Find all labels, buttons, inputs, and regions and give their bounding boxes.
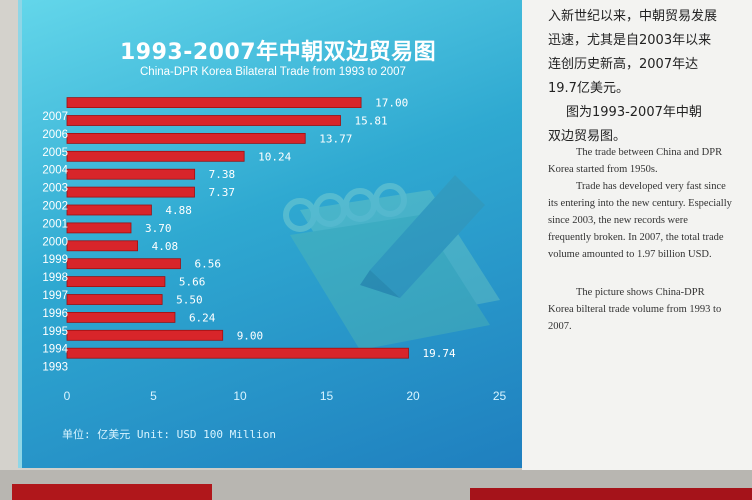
value-label-15: 19.74 xyxy=(423,347,456,360)
bar-13 xyxy=(66,311,176,323)
panel-cn-line-6: 双边贸易图。 xyxy=(548,129,627,144)
x-tick-labels: 0 5 10 15 20 25 xyxy=(64,389,507,403)
panel-cn-line-1: 入新世纪以来，中朝贸易发展 xyxy=(548,9,718,24)
value-label-7: 4.88 xyxy=(165,204,192,217)
value-label-9: 4.08 xyxy=(152,240,179,253)
panel-cn-line-4: 19.7亿美元。 xyxy=(548,81,629,96)
bar-5 xyxy=(66,168,196,180)
year-label-1996: 1996 xyxy=(42,308,68,320)
bar-7 xyxy=(66,204,152,216)
bar-6 xyxy=(66,186,195,198)
year-label-1994: 1994 xyxy=(42,344,68,356)
x-tick-5: 5 xyxy=(150,389,157,403)
year-label-1995: 1995 xyxy=(42,326,68,338)
chart-board xyxy=(22,0,522,468)
bar-15 xyxy=(66,347,409,359)
board-edge xyxy=(18,0,24,468)
bar-1 xyxy=(66,97,362,108)
panel-en-para-1: The trade between China and DPR Korea st… xyxy=(548,147,723,175)
description-panel xyxy=(522,0,752,478)
bar-8 xyxy=(66,222,132,234)
bar-4 xyxy=(66,150,245,162)
chart-title-cn: 1993-2007年中朝双边贸易图 xyxy=(120,40,437,65)
value-label-8: 3.70 xyxy=(145,222,172,235)
x-tick-25: 25 xyxy=(493,389,507,403)
panel-cn-line-5: 图为1993-2007年中朝 xyxy=(566,105,702,120)
year-label-1997: 1997 xyxy=(42,290,68,302)
panel-cn-line-3: 连创历史新高，2007年达 xyxy=(548,57,699,72)
year-label-2000: 2000 xyxy=(42,236,68,248)
value-label-10: 6.56 xyxy=(194,258,221,271)
year-label-1998: 1998 xyxy=(42,272,68,284)
x-tick-10: 10 xyxy=(233,389,247,403)
chart-title-en: China-DPR Korea Bilateral Trade from 199… xyxy=(140,66,406,78)
value-label-14: 9.00 xyxy=(237,329,264,342)
bar-2 xyxy=(66,115,341,126)
value-label-13: 6.24 xyxy=(189,311,216,324)
panel-cn-line-2: 迅速，尤其是自2003年以来 xyxy=(548,33,712,48)
value-label-6: 7.37 xyxy=(209,186,236,199)
year-label-1993: 1993 xyxy=(42,362,68,374)
bar-12 xyxy=(66,294,163,305)
x-tick-0: 0 xyxy=(64,389,71,403)
value-label-12: 5.50 xyxy=(176,294,203,307)
value-label-5: 7.38 xyxy=(209,168,236,181)
year-label-2006: 2006 xyxy=(42,129,68,141)
value-label-4: 10.24 xyxy=(258,150,291,163)
year-label-2007: 2007 xyxy=(42,111,68,123)
x-tick-15: 15 xyxy=(320,389,334,403)
value-label-3: 13.77 xyxy=(319,132,352,145)
value-label-1: 17.00 xyxy=(375,97,408,110)
bar-14 xyxy=(66,329,224,341)
unit-label: 单位: 亿美元 Unit: USD 100 Million xyxy=(62,428,276,441)
year-label-2004: 2004 xyxy=(42,165,68,177)
bar-3 xyxy=(66,132,306,144)
panel-en-para-3: The picture shows China-DPR Korea bilter… xyxy=(548,287,722,332)
bars-group xyxy=(66,97,409,359)
year-label-2002: 2002 xyxy=(42,201,68,213)
year-label-2001: 2001 xyxy=(42,218,68,230)
bar-9 xyxy=(66,240,138,252)
x-tick-20: 20 xyxy=(406,389,420,403)
year-label-1999: 1999 xyxy=(42,254,68,266)
value-label-11: 5.66 xyxy=(179,276,206,289)
red-sign-left xyxy=(12,484,212,500)
year-labels: 2007 2006 2005 2004 2003 2002 2001 2000 1999 1998… xyxy=(42,111,68,374)
red-sign-right xyxy=(470,488,752,500)
value-label-2: 15.81 xyxy=(355,115,388,128)
year-label-2003: 2003 xyxy=(42,183,68,195)
bar-10 xyxy=(66,258,181,270)
panel-en-para-2: Trade has developed very fast since its … xyxy=(548,181,732,260)
notepad-pencil-watermark xyxy=(283,175,500,350)
bar-11 xyxy=(66,276,166,288)
year-label-2005: 2005 xyxy=(42,147,68,159)
